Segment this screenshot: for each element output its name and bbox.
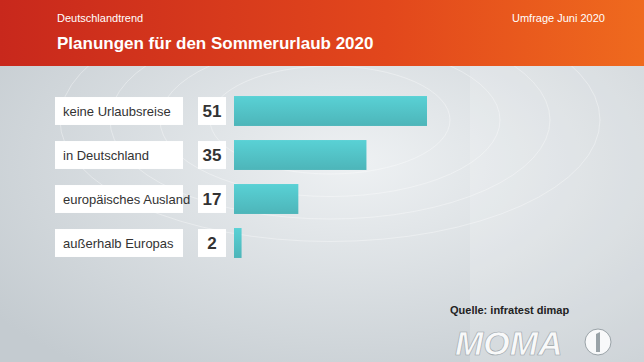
data-label: 51 [203,102,222,121]
bar [234,228,242,258]
logo-glyph [596,332,600,352]
title: Planungen für den Sommerurlaub 2020 [57,34,373,53]
value-box [198,97,226,125]
category-label: in Deutschland [63,148,149,163]
data-label: 2 [207,234,216,253]
value-box [198,229,226,257]
logo-circle [585,329,611,355]
bar [234,96,427,126]
data-label: 17 [203,190,222,209]
decor-ring [210,66,450,174]
source: Quelle: infratest dimap [450,304,569,316]
value-box [198,141,226,169]
label-box [55,229,183,257]
label-box [55,97,183,125]
bars [234,96,427,258]
logo: MOMA [455,324,563,362]
label-box [55,141,183,169]
value-box [198,185,226,213]
category-label: außerhalb Europas [63,236,174,251]
header-label: Deutschlandtrend [57,12,143,24]
data-label: 35 [203,146,222,165]
bar [234,140,366,170]
logo-mark [585,329,611,355]
bar [234,184,298,214]
survey-date: Umfrage Juni 2020 [512,12,605,24]
category-label: europäisches Ausland [63,192,190,207]
category-labels: keine Urlaubsreise in Deutschland europäis… [55,97,226,257]
chart: Deutschlandtrend Umfrage Juni 2020 Planung… [0,0,644,362]
decor-ring [160,44,500,197]
decor-panel [470,65,644,362]
category-label: keine Urlaubsreise [63,104,171,119]
header-band [0,0,644,66]
data-labels: 51 35 17 2 [203,102,222,253]
